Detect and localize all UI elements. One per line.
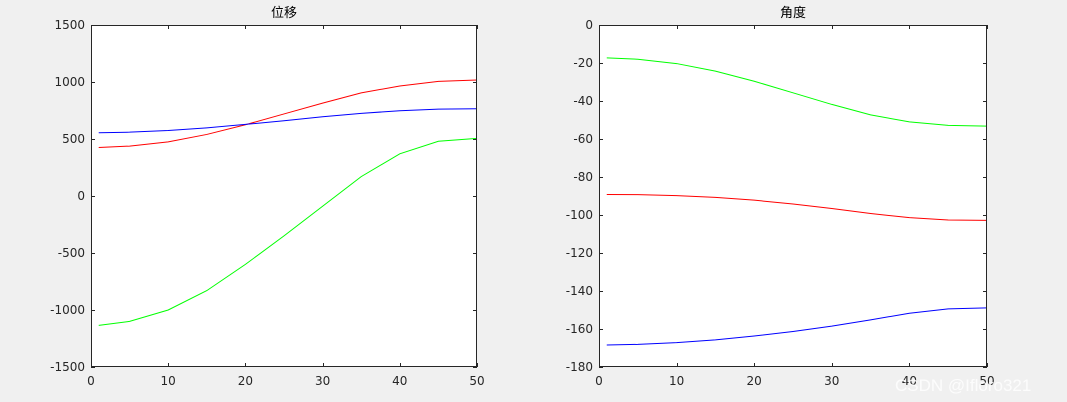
y-tick-label: -20 <box>573 56 593 70</box>
axes-box <box>599 25 987 367</box>
y-tick-label: -1500 <box>50 360 85 374</box>
x-tick-label: 20 <box>747 374 762 388</box>
y-tick-label: -60 <box>573 132 593 146</box>
watermark: CSDN @Ifloro321 <box>895 376 1031 395</box>
x-tick-label: 20 <box>238 374 253 388</box>
chart-1: 0 10 20 30 40 50 -1500 -1000 -500 0 500 1000 1500 位移 <box>50 6 485 388</box>
plot-area <box>91 25 477 367</box>
y-tick-label: -160 <box>566 322 593 336</box>
x-tick-label: 40 <box>392 374 407 388</box>
y-tick-label: 0 <box>585 18 593 32</box>
y-tick-label: -1000 <box>50 303 85 317</box>
series-line-2 <box>606 193 988 221</box>
chart-2: 0 10 20 30 40 50 -180 -160 -140 -120 -100 -80 -60 -40… <box>566 5 995 388</box>
series-line-2 <box>98 108 478 134</box>
y-tick-label: -180 <box>566 360 593 374</box>
x-tick-label: 50 <box>979 374 994 388</box>
y-tick-label: 0 <box>77 189 85 203</box>
x-tick-label: 0 <box>595 374 603 388</box>
chart-title: 位移 <box>271 6 297 21</box>
y-tick-label: 1500 <box>54 18 85 32</box>
y-tick-label: -40 <box>573 94 593 108</box>
y-tick-label: -100 <box>566 208 593 222</box>
y-tick-label: -120 <box>566 246 593 260</box>
series-line-3 <box>98 137 478 326</box>
y-tick-label: 500 <box>62 132 85 146</box>
x-tick-label: 30 <box>824 374 839 388</box>
x-tick-label: 40 <box>902 374 917 388</box>
y-tick-label: -140 <box>566 284 593 298</box>
x-tick-label: 0 <box>87 374 95 388</box>
x-tick-label: 50 <box>469 374 484 388</box>
x-tick-label: 30 <box>315 374 330 388</box>
plot-area <box>599 25 987 367</box>
x-tick-label: 10 <box>161 374 176 388</box>
y-tick-label: -80 <box>573 170 593 184</box>
y-tick-label: 1000 <box>54 75 85 89</box>
series-line-1 <box>606 57 988 127</box>
series-line-1 <box>98 79 478 149</box>
chart-title: 角度 <box>780 5 806 21</box>
series-line-3 <box>606 307 988 346</box>
y-tick-label: -500 <box>58 246 85 260</box>
x-tick-label: 10 <box>669 374 684 388</box>
